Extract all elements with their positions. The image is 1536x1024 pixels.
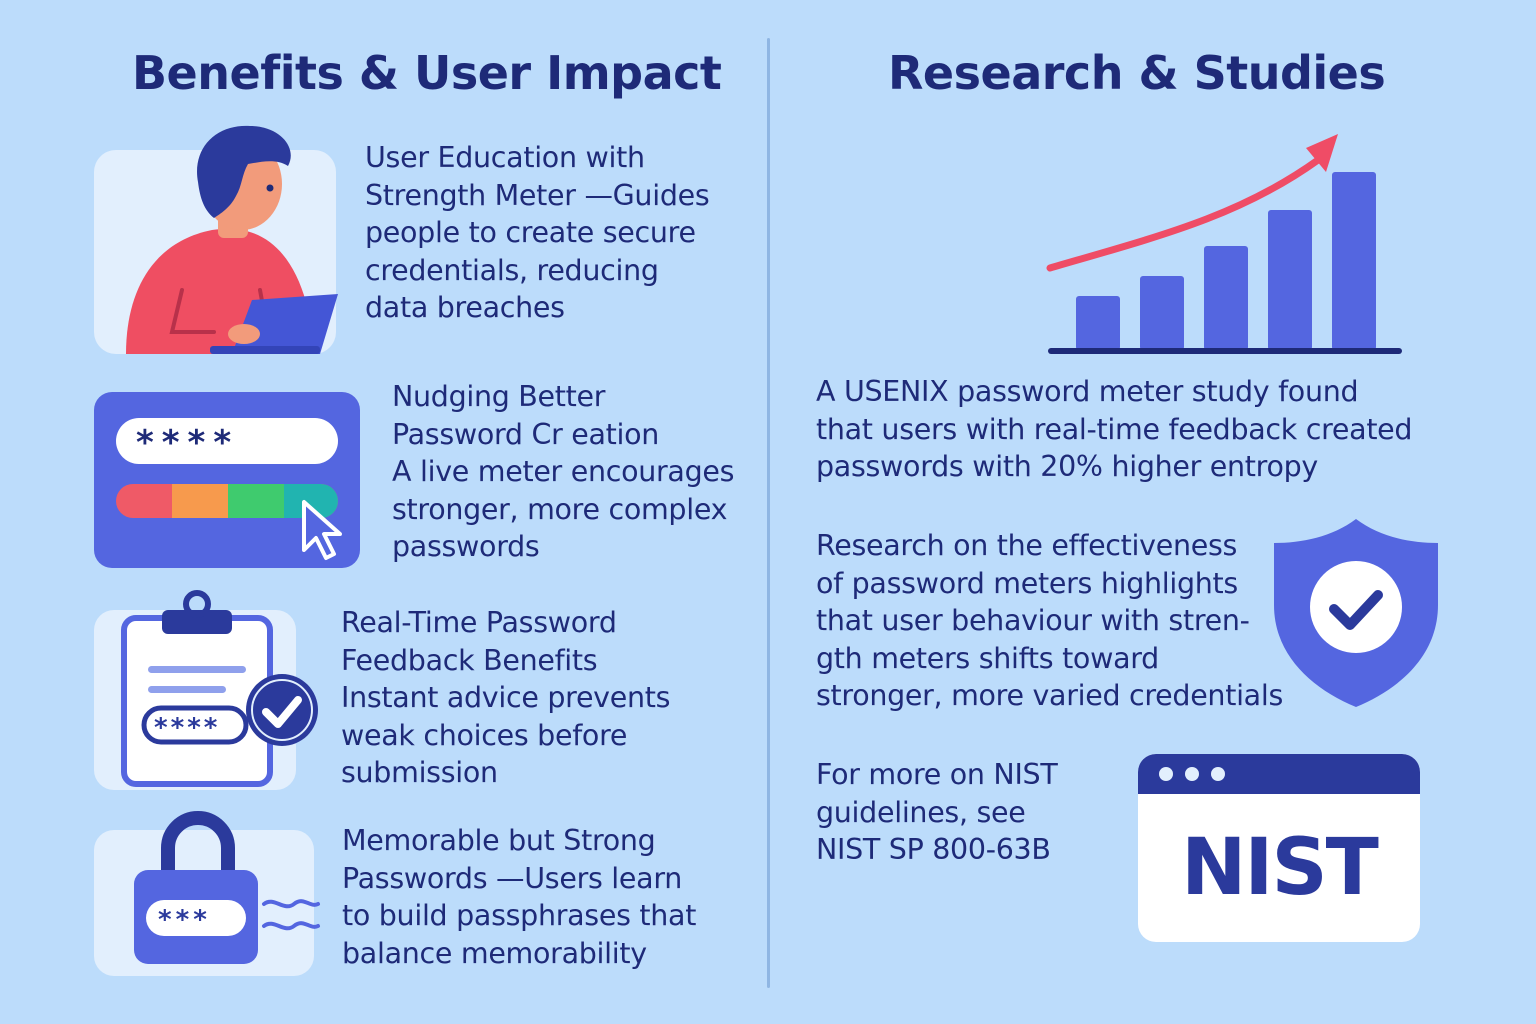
text-line: User Education with <box>365 141 645 174</box>
text-line: that users with real-time feedback creat… <box>816 412 1413 446</box>
text-line: weak choices before <box>341 718 628 752</box>
item1-text: User Education with Strength Meter —Guid… <box>365 139 710 327</box>
usenix-study-text: A USENIX password meter study found that… <box>816 373 1413 486</box>
item3-text: Real-Time Password Feedback Benefits Ins… <box>341 604 670 792</box>
bar-chart-arrow-icon <box>1040 126 1410 362</box>
text-line: Strength Meter —Guides <box>365 178 710 212</box>
text-line: submission <box>341 756 498 789</box>
text-line: Memorable but Strong <box>342 824 656 857</box>
text-line: Nudging Better <box>392 380 606 413</box>
research-text: Research on the effectiveness of passwor… <box>816 527 1283 715</box>
column-divider <box>767 38 770 988</box>
text-line: guidelines, see <box>816 795 1026 829</box>
text-line: passwords with 20% higher entropy <box>816 450 1318 483</box>
text-line: people to create secure <box>365 216 696 249</box>
svg-text:***: *** <box>158 905 211 935</box>
text-line: Passwords —Users learn <box>342 861 682 895</box>
text-line: Real-Time Password <box>341 606 617 639</box>
text-line: to build passphrases that <box>342 899 697 932</box>
text-line: Password Cr eation <box>392 417 660 451</box>
browser-window-icon: NIST <box>1136 752 1424 944</box>
text-line: Research on the effectiveness <box>816 529 1238 562</box>
text-line: gth meters shifts toward <box>816 641 1159 675</box>
text-line: stronger, more complex <box>392 492 728 526</box>
right-section-title: Research & Studies <box>888 46 1386 100</box>
nist-text: For more on NIST guidelines, see NIST SP… <box>816 756 1058 869</box>
text-line: credentials, reducing <box>365 253 659 287</box>
text-line: stronger, more varied credentials <box>816 679 1284 712</box>
item2-text: Nudging Better Password Cr eation A live… <box>392 378 734 566</box>
left-section-title: Benefits & User Impact <box>132 46 722 100</box>
clipboard-check-icon: **** <box>92 590 324 792</box>
text-line: Instant advice prevents <box>341 681 671 714</box>
text-line: For more on NIST <box>816 758 1058 791</box>
text-line: of password meters highlights <box>816 566 1238 600</box>
person-laptop-icon <box>92 122 352 358</box>
shield-check-icon <box>1270 515 1442 711</box>
text-line: A live meter encourages <box>392 455 735 488</box>
text-line: A USENIX password meter study found <box>816 375 1359 408</box>
text-line: Feedback Benefits <box>341 643 598 677</box>
svg-text:****: **** <box>136 423 239 463</box>
text-line: that user behaviour with stren- <box>816 604 1250 637</box>
text-line: balance memorability <box>342 936 647 970</box>
padlock-icon: *** <box>92 808 324 980</box>
nist-logo-text: NIST <box>1181 823 1378 913</box>
item4-text: Memorable but Strong Passwords —Users le… <box>342 822 696 972</box>
text-line: NIST SP 800-63B <box>816 833 1051 866</box>
svg-text:****: **** <box>154 713 220 743</box>
text-line: passwords <box>392 530 540 563</box>
password-meter-icon: **** <box>92 390 364 572</box>
text-line: data breaches <box>365 291 565 324</box>
